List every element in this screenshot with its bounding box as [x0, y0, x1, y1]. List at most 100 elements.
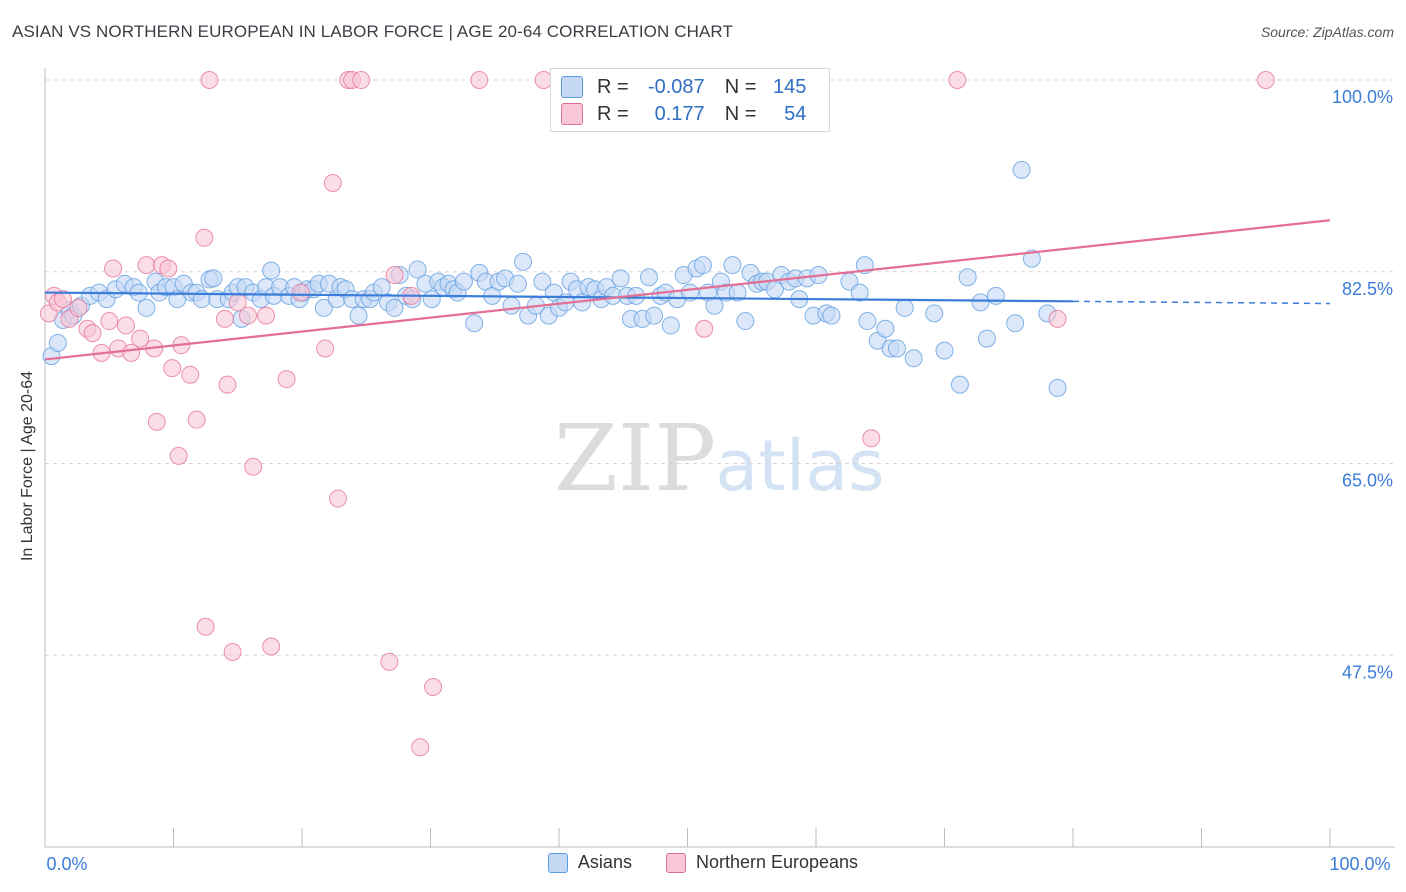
data-point [1006, 314, 1025, 333]
asians-stats-swatch [561, 76, 583, 98]
data-point [380, 652, 399, 671]
data-point [323, 173, 342, 192]
x-tick-label: 100.0% [1329, 854, 1390, 874]
data-point [958, 268, 977, 287]
x-tick-label: 0.0% [46, 854, 87, 874]
data-point [181, 365, 200, 384]
data-point [195, 228, 214, 247]
r-value: -0.087 [647, 75, 705, 98]
data-point [876, 319, 895, 338]
data-point [508, 274, 527, 293]
data-point [948, 71, 967, 89]
data-point [100, 312, 119, 331]
data-point [204, 269, 223, 288]
data-point [661, 316, 680, 335]
n-value: 54 [784, 102, 807, 125]
northern-europeans-swatch [665, 852, 686, 873]
y-tick-label: 65.0% [1342, 471, 1393, 491]
data-point [262, 637, 281, 656]
data-point [69, 298, 88, 317]
data-point [104, 259, 123, 278]
n-label: N = [724, 75, 757, 98]
data-point [895, 298, 914, 317]
watermark-zip: ZIP [554, 405, 716, 512]
r-label: R = [597, 75, 629, 98]
data-point [408, 260, 427, 279]
stats-row-asians: R = -0.087 N = 145 [561, 74, 806, 100]
data-point [53, 290, 72, 309]
legend-label-asians: Asians [577, 852, 632, 872]
trend-line-asians [44, 291, 1074, 303]
data-point [695, 319, 714, 338]
data-point [858, 312, 877, 331]
trend-line-northern-europeans [44, 219, 1331, 361]
data-point [822, 306, 841, 325]
data-point [196, 617, 215, 636]
data-point [533, 272, 552, 291]
data-point [187, 410, 206, 429]
series-asians [42, 160, 1067, 397]
data-point [723, 256, 742, 275]
data-point [850, 283, 869, 302]
data-point [736, 312, 755, 331]
legend-label-northern-europeans: Northern Europeans [695, 852, 859, 872]
data-point [411, 738, 430, 757]
data-point [454, 272, 473, 291]
data-point [1022, 249, 1041, 268]
series-northern-europeans [39, 71, 1275, 757]
r-value: 0.177 [654, 102, 705, 125]
data-point [887, 339, 906, 358]
legend-item-asians: Asians [547, 852, 632, 873]
data-point [950, 375, 969, 394]
asians-swatch [547, 852, 568, 873]
chart-title: ASIAN VS NORTHERN EUROPEAN IN LABOR FORC… [12, 22, 733, 41]
data-point [239, 306, 258, 325]
data-point [385, 266, 404, 285]
data-point [424, 678, 443, 697]
data-point [262, 261, 281, 280]
trend-line-extension [1072, 300, 1331, 305]
y-tick-label: 47.5% [1342, 662, 1393, 682]
r-label: R = [597, 102, 629, 125]
data-point [514, 252, 533, 271]
y-tick-label: 100.0% [1332, 87, 1393, 107]
data-point [147, 412, 166, 431]
data-point [137, 256, 156, 275]
n-label: N = [724, 102, 757, 125]
data-point [1012, 160, 1031, 179]
data-point [277, 370, 296, 389]
data-point [215, 309, 234, 328]
data-point [645, 306, 664, 325]
data-point [314, 298, 333, 317]
data-point [693, 256, 712, 275]
data-point [257, 306, 276, 325]
data-point [291, 283, 310, 302]
data-point [83, 324, 102, 343]
data-point [328, 489, 347, 508]
data-point [223, 642, 242, 661]
data-point [352, 71, 371, 89]
data-point [1048, 309, 1067, 328]
data-point [163, 359, 182, 378]
n-value: 145 [773, 75, 807, 98]
stats-legend: R = -0.087 N = 145 R = 0.177 N = 54 [550, 68, 830, 132]
data-point [1256, 71, 1275, 89]
data-point [218, 375, 237, 394]
source-label: Source: ZipAtlas.com [1260, 24, 1394, 40]
data-point [977, 329, 996, 348]
stats-row-northern-europeans: R = 0.177 N = 54 [561, 101, 806, 127]
data-point [244, 457, 263, 476]
data-point [1048, 378, 1067, 397]
data-point [385, 298, 404, 317]
data-point [639, 268, 658, 287]
data-point [159, 259, 178, 278]
data-point [316, 339, 335, 358]
data-point [131, 329, 150, 348]
legend-item-northern-europeans: Northern Europeans [665, 852, 859, 873]
data-point [611, 269, 630, 288]
data-point [470, 71, 489, 89]
data-point [372, 278, 391, 297]
data-point [502, 296, 521, 315]
data-point [904, 349, 923, 368]
